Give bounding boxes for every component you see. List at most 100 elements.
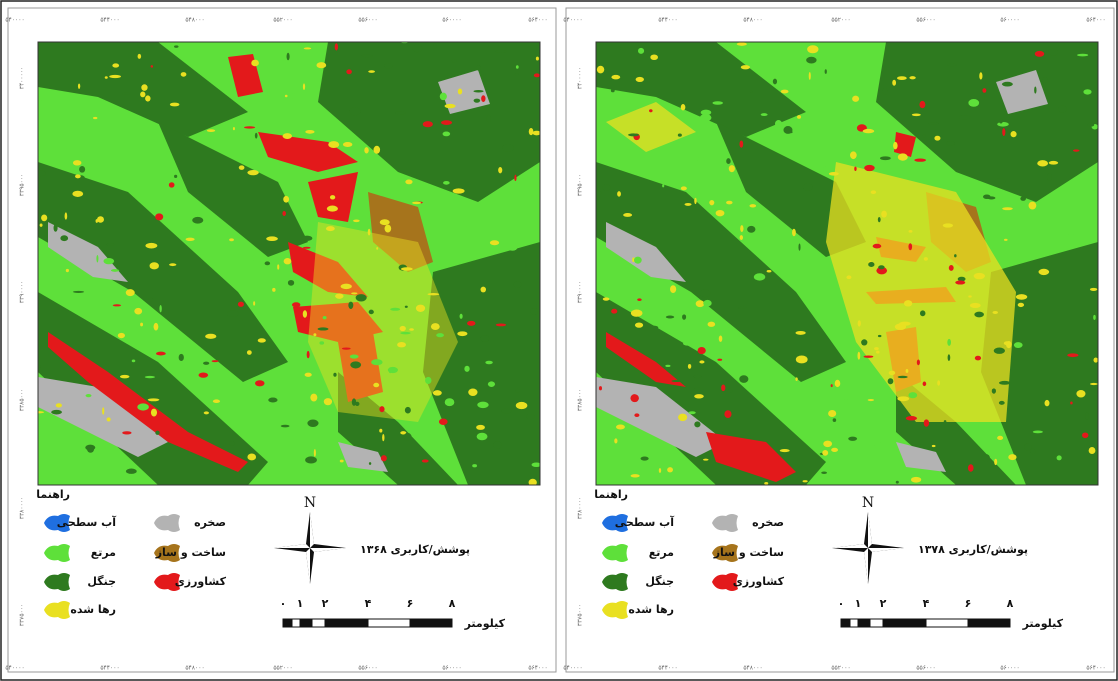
land-cover-patch	[507, 243, 517, 251]
land-cover-patch	[477, 433, 488, 440]
land-cover-patch	[775, 120, 782, 128]
land-cover-patch	[982, 454, 990, 462]
land-cover-patch	[186, 238, 195, 241]
land-cover-patch	[227, 310, 239, 317]
land-cover-patch	[134, 308, 142, 315]
x-coordinate-label: ۵۴۸۰۰۰	[185, 17, 204, 24]
land-cover-patch	[318, 327, 329, 330]
land-cover-patch	[822, 450, 828, 456]
land-cover-patch	[340, 460, 344, 463]
land-cover-patch	[712, 101, 723, 104]
land-cover-patch	[741, 65, 750, 69]
land-cover-patch	[861, 339, 867, 345]
land-cover-patch	[906, 416, 917, 420]
y-coordinate-label: ۳۳۹۵۰۰۰	[577, 174, 584, 197]
land-cover-patch	[78, 83, 80, 88]
land-cover-patch	[174, 45, 178, 47]
land-cover-patch	[60, 235, 68, 241]
land-cover-patch	[852, 96, 859, 102]
land-cover-patch	[617, 191, 621, 196]
land-cover-patch	[1042, 77, 1047, 83]
land-cover-patch	[694, 394, 704, 398]
land-cover-patch	[928, 122, 939, 124]
y-coordinate-label: ۳۳۷۵۰۰۰	[19, 604, 26, 627]
land-cover-patch	[463, 219, 469, 227]
land-cover-patch	[678, 134, 682, 137]
land-cover-patch	[955, 280, 965, 284]
land-cover-patch	[84, 276, 90, 284]
land-cover-patch	[878, 265, 884, 269]
land-cover-patch	[174, 175, 177, 178]
land-cover-patch	[974, 312, 984, 318]
land-cover-patch	[740, 225, 743, 232]
land-cover-patch	[498, 167, 502, 173]
land-cover-patch	[670, 285, 676, 293]
scale-label: ۰	[838, 597, 845, 610]
land-cover-patch	[806, 57, 816, 64]
land-cover-patch	[204, 411, 209, 414]
land-cover-patch	[530, 308, 538, 315]
y-coordinate-label: ۳۳۸۵۰۰۰	[19, 389, 26, 412]
y-coordinate-label: ۳۳۹۰۰۰۰	[577, 281, 584, 304]
land-cover-patch	[514, 175, 516, 181]
scale-bar-segment	[325, 619, 368, 627]
land-cover-patch	[1029, 202, 1037, 210]
land-cover-patch	[823, 441, 832, 448]
land-cover-patch	[348, 302, 353, 309]
land-cover-patch	[272, 288, 275, 292]
land-cover-patch	[1067, 353, 1078, 357]
land-cover-patch	[923, 382, 927, 387]
land-cover-patch	[1090, 383, 1098, 385]
land-cover-patch	[305, 373, 312, 377]
land-cover-patch	[1083, 89, 1091, 94]
land-cover-patch	[73, 160, 81, 165]
land-cover-patch	[305, 130, 314, 134]
land-cover-patch	[909, 230, 913, 233]
land-cover-patch	[997, 436, 1003, 440]
land-cover-patch	[1058, 106, 1067, 113]
land-cover-patch	[717, 359, 722, 361]
land-cover-patch	[112, 63, 119, 67]
land-cover-patch	[274, 161, 281, 168]
land-cover-patch	[330, 195, 335, 199]
scale-label: ۲	[322, 597, 329, 610]
land-cover-map	[592, 41, 1098, 485]
land-cover-patch	[304, 47, 312, 49]
land-cover-patch	[797, 115, 801, 119]
land-cover-patch	[893, 142, 898, 150]
land-cover-patch	[947, 339, 951, 346]
land-cover-patch	[283, 133, 292, 139]
land-cover-patch	[433, 390, 442, 396]
land-cover-patch	[641, 457, 649, 461]
legend-label: جنگل	[87, 575, 116, 588]
land-cover-patch	[335, 293, 343, 298]
land-cover-patch	[850, 151, 857, 159]
land-cover-patch	[122, 93, 130, 95]
land-cover-patch	[159, 305, 161, 312]
land-cover-patch	[854, 167, 856, 171]
land-cover-patch	[460, 314, 463, 319]
land-cover-patch	[171, 344, 177, 348]
land-cover-patch	[453, 188, 465, 193]
land-cover-patch	[148, 398, 160, 401]
land-cover-patch	[467, 321, 475, 326]
land-cover-patch	[1093, 315, 1096, 320]
land-cover-patch	[258, 338, 266, 342]
land-cover-patch	[1024, 443, 1032, 450]
land-cover-patch	[327, 206, 338, 212]
y-coordinate-label: ۳۴۰۰۰۰۰	[19, 67, 26, 90]
land-cover-patch	[75, 174, 81, 178]
x-coordinate-label: ۵۴۸۰۰۰	[185, 665, 204, 672]
north-label: N	[862, 495, 874, 511]
land-cover-patch	[244, 126, 255, 128]
land-cover-patch	[515, 73, 519, 75]
land-cover-patch	[374, 146, 381, 154]
land-cover-patch	[694, 198, 696, 204]
y-coordinate-label: ۳۴۰۰۰۰۰	[577, 67, 584, 90]
land-cover-patch	[649, 109, 653, 112]
land-cover-patch	[1085, 412, 1089, 420]
land-cover-patch	[689, 411, 696, 414]
land-cover-patch	[681, 186, 687, 190]
land-cover-patch	[665, 365, 670, 367]
land-cover-patch	[975, 356, 981, 361]
